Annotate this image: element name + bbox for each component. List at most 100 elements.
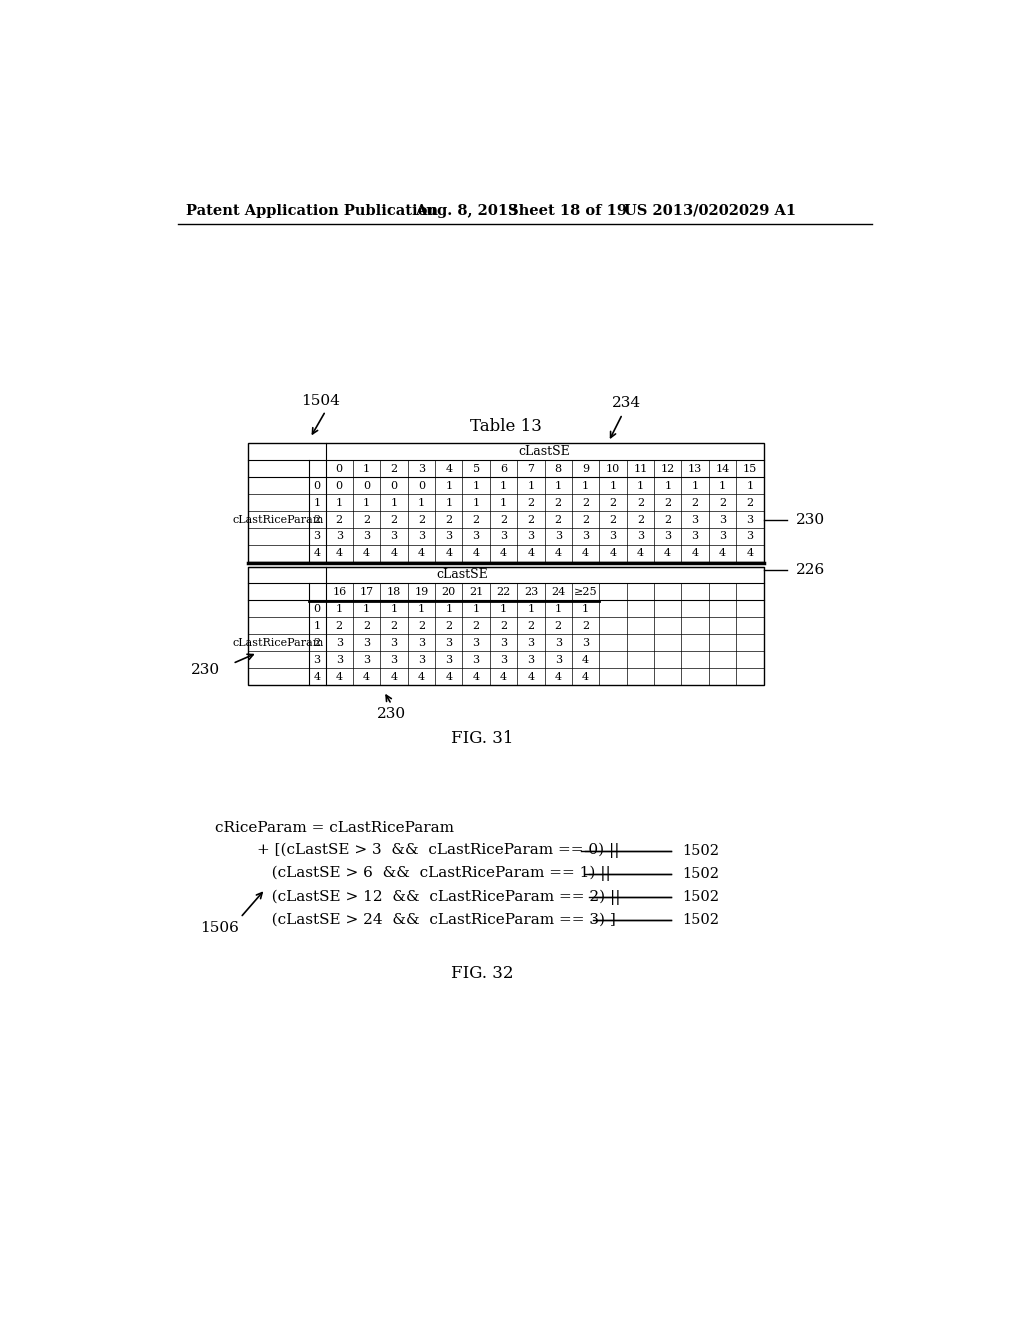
Text: 1: 1 <box>582 480 589 491</box>
Text: 2: 2 <box>500 620 507 631</box>
Text: 2: 2 <box>609 498 616 508</box>
Text: 1: 1 <box>691 480 698 491</box>
Text: 1: 1 <box>364 603 371 614</box>
Text: 3: 3 <box>336 655 343 665</box>
Text: Table 13: Table 13 <box>470 418 542 434</box>
Text: 20: 20 <box>441 587 456 597</box>
Text: 2: 2 <box>527 620 535 631</box>
Text: 4: 4 <box>582 548 589 558</box>
Text: 4: 4 <box>555 548 562 558</box>
Text: 4: 4 <box>445 548 453 558</box>
Text: 2: 2 <box>665 498 672 508</box>
Text: 234: 234 <box>611 396 641 411</box>
Text: 4: 4 <box>313 672 321 681</box>
Text: cRiceParam = cLastRiceParam: cRiceParam = cLastRiceParam <box>215 821 454 834</box>
Text: 3: 3 <box>418 638 425 648</box>
Text: 4: 4 <box>665 548 672 558</box>
Text: 2: 2 <box>390 620 397 631</box>
Text: 2: 2 <box>691 498 698 508</box>
Text: (cLastSE > 24  &&  cLastRiceParam == 3) ]: (cLastSE > 24 && cLastRiceParam == 3) ] <box>257 913 616 927</box>
Text: 2: 2 <box>637 498 644 508</box>
Text: 2: 2 <box>500 515 507 524</box>
Text: 1: 1 <box>527 603 535 614</box>
Text: 3: 3 <box>527 655 535 665</box>
Text: 2: 2 <box>445 515 453 524</box>
Text: 14: 14 <box>716 463 729 474</box>
Text: 4: 4 <box>527 548 535 558</box>
Text: 13: 13 <box>688 463 702 474</box>
Text: 2: 2 <box>609 515 616 524</box>
Text: 4: 4 <box>390 672 397 681</box>
Text: 1506: 1506 <box>200 920 239 935</box>
Text: 3: 3 <box>637 532 644 541</box>
Text: 3: 3 <box>313 532 321 541</box>
Text: 17: 17 <box>359 587 374 597</box>
Text: 3: 3 <box>719 532 726 541</box>
Text: 1: 1 <box>445 498 453 508</box>
Text: 1: 1 <box>336 603 343 614</box>
Text: 2: 2 <box>418 620 425 631</box>
Text: 3: 3 <box>555 655 562 665</box>
Text: (cLastSE > 6  &&  cLastRiceParam == 1) ||: (cLastSE > 6 && cLastRiceParam == 1) || <box>257 866 611 882</box>
Text: 3: 3 <box>609 532 616 541</box>
Text: 2: 2 <box>665 515 672 524</box>
Text: 2: 2 <box>364 620 371 631</box>
Text: 230: 230 <box>796 512 825 527</box>
Text: 3: 3 <box>555 532 562 541</box>
Text: 1: 1 <box>527 480 535 491</box>
Text: 24: 24 <box>551 587 565 597</box>
Text: (cLastSE > 12  &&  cLastRiceParam == 2) ||: (cLastSE > 12 && cLastRiceParam == 2) || <box>257 890 621 904</box>
Text: 2: 2 <box>746 498 754 508</box>
Text: 3: 3 <box>746 515 754 524</box>
Text: 2: 2 <box>313 638 321 648</box>
Text: 1: 1 <box>473 480 479 491</box>
Text: 230: 230 <box>377 708 407 721</box>
Text: 3: 3 <box>582 532 589 541</box>
Text: 9: 9 <box>582 463 589 474</box>
Text: 10: 10 <box>606 463 621 474</box>
Text: 4: 4 <box>336 672 343 681</box>
Text: 1502: 1502 <box>682 890 719 904</box>
Text: 3: 3 <box>364 655 371 665</box>
Text: 4: 4 <box>609 548 616 558</box>
Text: 3: 3 <box>473 638 479 648</box>
Text: ≥25: ≥25 <box>573 587 597 597</box>
Text: 4: 4 <box>364 672 371 681</box>
Text: 0: 0 <box>390 480 397 491</box>
Text: 4: 4 <box>445 672 453 681</box>
Text: 1: 1 <box>445 480 453 491</box>
Text: Sheet 18 of 19: Sheet 18 of 19 <box>508 203 627 218</box>
Text: 1: 1 <box>418 603 425 614</box>
Text: 3: 3 <box>665 532 672 541</box>
Text: 2: 2 <box>527 498 535 508</box>
Text: 1: 1 <box>637 480 644 491</box>
Text: 2: 2 <box>527 515 535 524</box>
Text: 3: 3 <box>336 638 343 648</box>
Text: 4: 4 <box>364 548 371 558</box>
Text: 1: 1 <box>390 603 397 614</box>
Text: 3: 3 <box>582 638 589 648</box>
Text: 1: 1 <box>609 480 616 491</box>
Text: FIG. 32: FIG. 32 <box>452 965 514 982</box>
Text: 4: 4 <box>390 548 397 558</box>
Text: 0: 0 <box>364 480 371 491</box>
Text: 3: 3 <box>336 532 343 541</box>
Text: 1: 1 <box>390 498 397 508</box>
Text: US 2013/0202029 A1: US 2013/0202029 A1 <box>624 203 796 218</box>
Text: 3: 3 <box>390 638 397 648</box>
Text: 3: 3 <box>691 515 698 524</box>
Text: 4: 4 <box>555 672 562 681</box>
Text: 4: 4 <box>313 548 321 558</box>
Text: 4: 4 <box>582 672 589 681</box>
Text: 3: 3 <box>473 532 479 541</box>
Text: 11: 11 <box>633 463 647 474</box>
Text: 2: 2 <box>473 515 479 524</box>
Text: 1502: 1502 <box>682 913 719 927</box>
Text: 1: 1 <box>582 603 589 614</box>
Text: 2: 2 <box>582 515 589 524</box>
Text: 0: 0 <box>313 603 321 614</box>
Text: 4: 4 <box>445 463 453 474</box>
Text: 2: 2 <box>390 463 397 474</box>
Text: 3: 3 <box>418 532 425 541</box>
Text: 4: 4 <box>473 672 479 681</box>
